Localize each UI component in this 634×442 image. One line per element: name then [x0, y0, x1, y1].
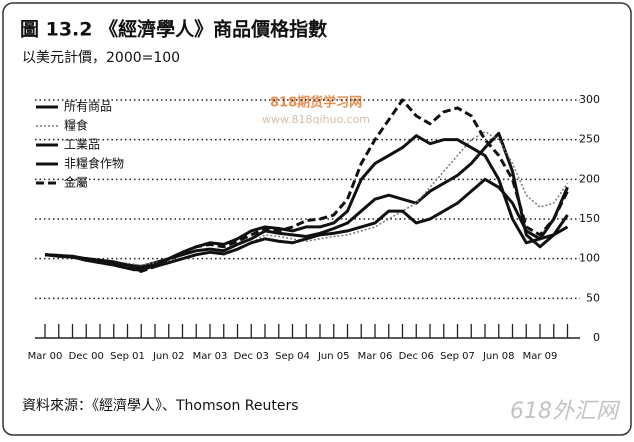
watermark: 818期货学习网 [270, 95, 362, 111]
y-tick-label: 50 [586, 291, 600, 304]
y-tick-label: 300 [579, 93, 600, 106]
x-tick-label: Jun 05 [317, 351, 350, 362]
x-tick-label: Sep 01 [110, 351, 145, 362]
chart-subtitle: 以美元計價，2000=100 [22, 49, 180, 66]
chart-title: 圖 13.2 《經濟學人》商品價格指數 [20, 18, 327, 41]
y-tick-label: 0 [593, 331, 600, 344]
x-tick-label: Sep 04 [275, 351, 310, 362]
legend-label: 非糧食作物 [64, 156, 124, 171]
y-tick-label: 200 [579, 172, 600, 185]
x-tick-label: Jun 08 [482, 351, 515, 362]
x-tick-label: Mar 09 [523, 351, 558, 362]
x-tick-label: Mar 06 [358, 351, 393, 362]
legend-label: 糧食 [64, 118, 88, 133]
y-tick-label: 250 [579, 133, 600, 146]
x-tick-label: Dec 06 [399, 351, 434, 362]
x-tick-label: Mar 00 [28, 351, 63, 362]
y-tick-label: 150 [579, 212, 600, 225]
legend-label: 金屬 [64, 175, 88, 190]
x-tick-label: Sep 07 [440, 351, 475, 362]
watermark: www.818qihuo.com [262, 113, 370, 126]
frame [2, 2, 632, 436]
source: 資料來源：《經濟學人》、Thomson Reuters [22, 398, 299, 414]
x-tick-label: Mar 03 [193, 351, 228, 362]
series-line [44, 177, 569, 270]
y-tick-label: 100 [579, 252, 600, 265]
x-tick-label: Jun 02 [152, 351, 185, 362]
legend-label: 所有商品 [64, 99, 112, 114]
watermark: 618外汇网 [510, 399, 621, 424]
x-tick-label: Dec 00 [69, 351, 104, 362]
x-tick-label: Dec 03 [234, 351, 269, 362]
series-line [44, 98, 569, 273]
legend-label: 工業品 [64, 138, 100, 152]
